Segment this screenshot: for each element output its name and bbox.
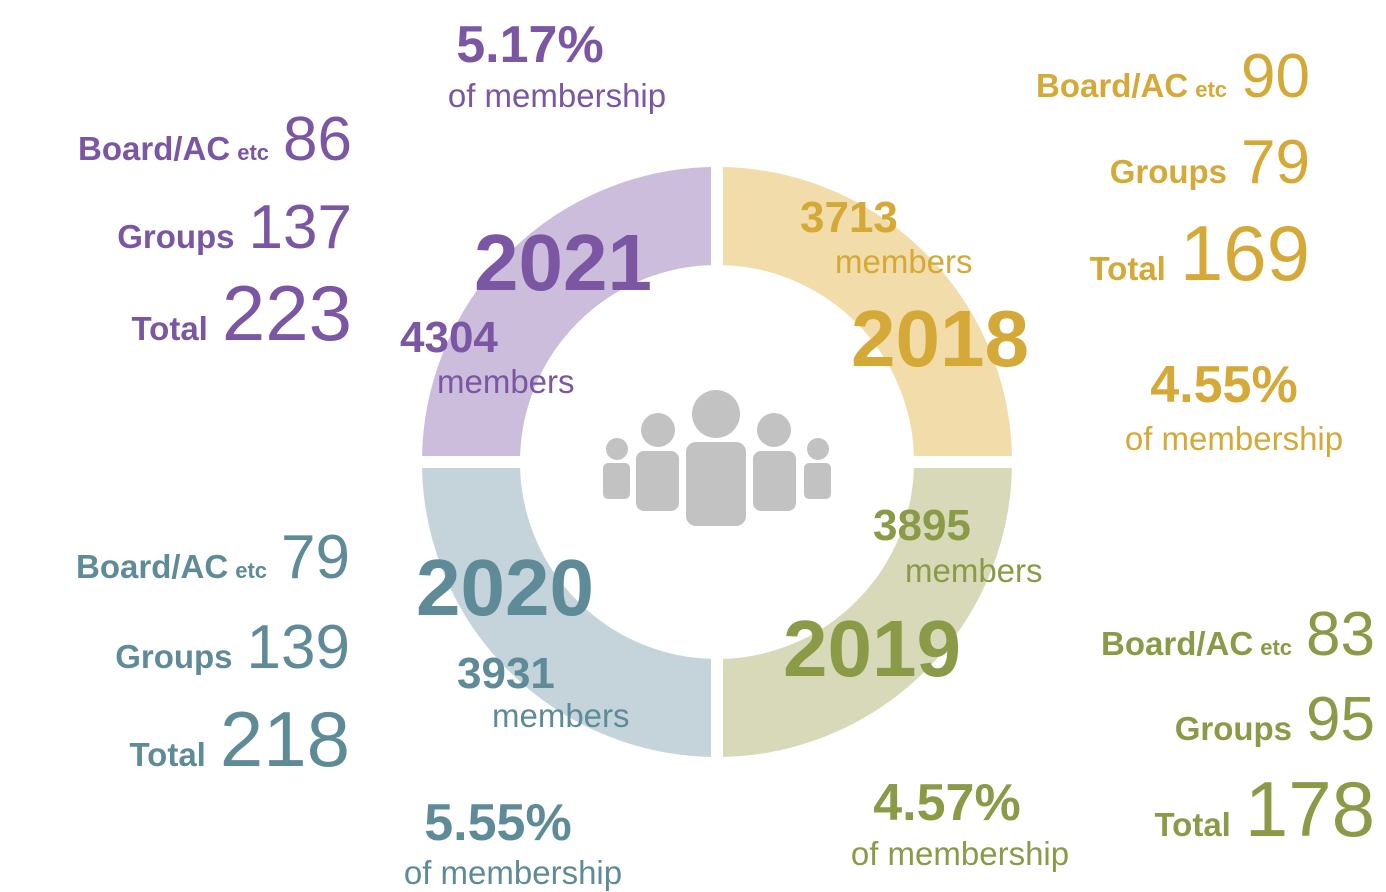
stat-row: Board/AC etc 83 [1101,600,1375,669]
stat-row: Groups 79 [1110,128,1310,197]
stat-row: Groups 137 [117,193,352,262]
member-count: 3713 [800,193,898,242]
year: 2019 [783,604,961,693]
stat-row: Groups 139 [115,613,350,682]
stat-label: Total [1154,806,1230,843]
stat-row: Board/AC etc 90 [1036,42,1310,111]
stat-value: 79 [281,523,350,592]
stat-label: Total [129,736,205,773]
member-count: 3931 [457,649,555,698]
stat-value: 169 [1180,209,1310,297]
member-label: members [492,697,630,734]
people-icon [603,390,831,526]
stat-row: Board/AC etc 79 [76,523,350,592]
stat-value: 90 [1241,42,1310,111]
stat-suffix: etc [235,558,267,583]
stat-value: 83 [1306,600,1375,669]
stat-value: 218 [220,695,350,783]
percent-label: of membership [448,77,666,114]
stat-label: Groups [115,638,232,675]
stat-value: 139 [247,613,350,682]
stat-row: Total 169 [1089,209,1310,297]
stat-value: 95 [1306,685,1375,754]
member-count: 4304 [400,313,498,362]
percent: 5.55% [424,794,571,852]
stat-value: 178 [1245,765,1375,853]
year: 2018 [851,294,1029,383]
stat-row: Total 218 [129,695,350,783]
member-label: members [905,552,1043,589]
percent: 5.17% [456,16,603,74]
stat-label: Total [131,310,207,347]
member-count: 3895 [873,501,971,550]
stat-label: Board/AC [1036,67,1188,104]
stat-label: Board/AC [1101,625,1253,662]
stat-suffix: etc [1260,635,1292,660]
member-label: members [835,243,973,280]
stat-suffix: etc [1195,77,1227,102]
stat-value: 137 [249,193,352,262]
percent-label: of membership [404,854,622,891]
stat-label: Board/AC [78,130,230,167]
stat-label: Groups [1110,153,1227,190]
stat-row: Total 178 [1154,765,1375,853]
stat-value: 223 [222,269,352,357]
year: 2020 [416,543,594,632]
percent: 4.57% [873,774,1020,832]
stat-row: Board/AC etc 86 [78,105,352,174]
stat-row: Total 223 [131,269,352,357]
stat-row: Groups 95 [1175,685,1375,754]
percent-label: of membership [851,835,1069,872]
percent: 4.55% [1150,356,1297,414]
stat-value: 79 [1241,128,1310,197]
year: 2021 [474,218,652,307]
stat-label: Groups [1175,710,1292,747]
stat-label: Total [1089,250,1165,287]
percent-label: of membership [1125,420,1343,457]
stat-label: Board/AC [76,548,228,585]
stat-label: Groups [117,218,234,255]
member-label: members [437,363,575,400]
stat-suffix: etc [237,140,269,165]
stat-value: 86 [283,105,352,174]
